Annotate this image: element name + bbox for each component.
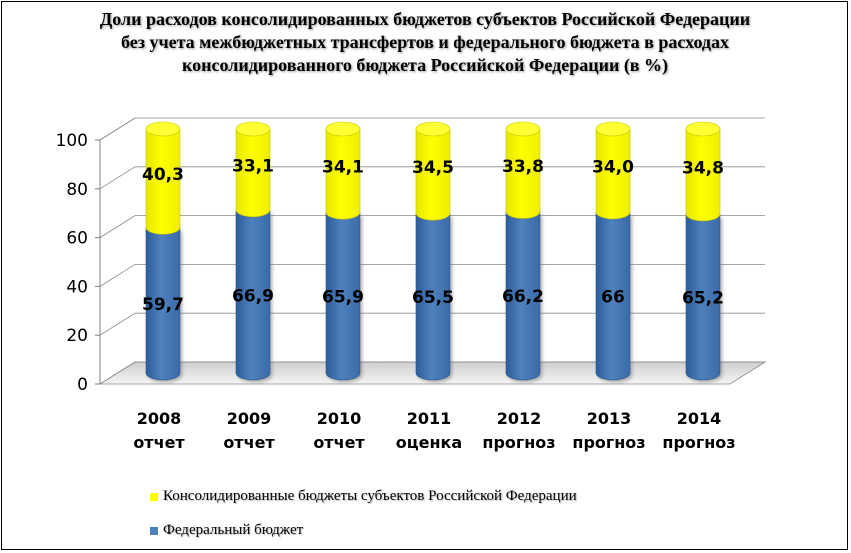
bar-regional-top — [595, 121, 631, 137]
gridline — [99, 215, 765, 238]
data-label-federal: 65,2 — [682, 288, 724, 308]
y-tick-label: 100 — [56, 131, 88, 151]
bar-regional — [235, 128, 271, 218]
x-tick-note: отчет — [133, 433, 185, 452]
gridline — [99, 263, 765, 287]
x-tick-year: 2013 — [587, 409, 632, 428]
y-tick-label: 0 — [77, 375, 88, 395]
bar-regional — [685, 128, 721, 222]
gridline — [99, 361, 765, 385]
legend-swatch-federal — [150, 526, 158, 535]
data-label-regional: 40,3 — [142, 165, 184, 185]
bar-regional-top — [235, 121, 271, 137]
data-label-regional: 33,1 — [232, 156, 274, 176]
bar-regional-top — [325, 121, 361, 137]
x-tick-note: прогноз — [662, 433, 735, 452]
data-label-federal: 66,2 — [502, 287, 544, 307]
y-tick-label: 80 — [66, 180, 88, 200]
legend-label-federal: Федеральный бюджет — [163, 522, 304, 538]
bar-regional — [595, 128, 631, 220]
x-tick-year: 2008 — [137, 409, 182, 428]
bar-regional — [145, 128, 181, 235]
legend-item-regional: Консолидированные бюджеты субъектов Росс… — [150, 488, 577, 505]
bar-regional — [415, 128, 451, 221]
data-label-regional: 33,8 — [502, 157, 544, 177]
x-tick-note: отчет — [313, 433, 365, 452]
gridline — [99, 117, 765, 141]
x-tick-year: 2014 — [677, 409, 722, 428]
data-label-regional: 34,8 — [682, 158, 724, 178]
y-tick-label: 40 — [66, 277, 88, 297]
x-tick-year: 2012 — [497, 409, 542, 428]
data-label-regional: 34,5 — [412, 158, 454, 178]
bar-regional — [325, 128, 361, 220]
bar-regional-top — [145, 121, 181, 137]
x-tick-year: 2010 — [317, 409, 362, 428]
data-label-federal: 65,9 — [322, 288, 364, 308]
data-label-regional: 34,1 — [322, 158, 364, 178]
legend-label-regional: Консолидированные бюджеты субъектов Росс… — [163, 488, 577, 504]
data-label-federal: 66,9 — [232, 286, 274, 306]
y-tick-label: 60 — [66, 229, 88, 249]
x-tick-year: 2011 — [407, 409, 452, 428]
data-label-federal: 59,7 — [142, 295, 184, 315]
legend-item-federal: Федеральный бюджет — [150, 522, 303, 539]
gridline — [99, 166, 765, 190]
y-tick-label: 20 — [66, 326, 88, 346]
gridline — [99, 312, 765, 336]
bar-regional-top — [505, 121, 541, 137]
bar-regional-top — [685, 121, 721, 137]
x-tick-note: прогноз — [572, 433, 645, 452]
data-label-federal: 66 — [601, 287, 625, 307]
data-label-regional: 34,0 — [592, 157, 634, 177]
x-tick-note: оценка — [396, 433, 462, 452]
bar-regional — [505, 128, 541, 219]
x-tick-year: 2009 — [227, 409, 272, 428]
chart-title: Доли расходов консолидированных бюджетов… — [99, 9, 751, 75]
x-tick-note: прогноз — [482, 433, 555, 452]
bar-regional-top — [415, 121, 451, 137]
x-tick-note: отчет — [223, 433, 275, 452]
data-label-federal: 65,5 — [412, 288, 454, 308]
legend-swatch-regional — [150, 492, 158, 501]
